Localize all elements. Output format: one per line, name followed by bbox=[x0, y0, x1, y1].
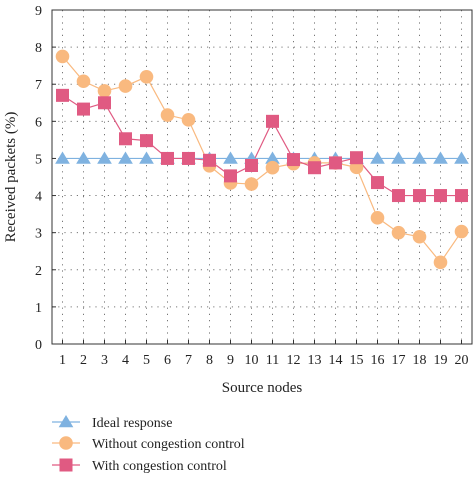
series-0-point-11 bbox=[265, 151, 280, 164]
series-2-point-6 bbox=[161, 151, 174, 165]
series-2-point-15 bbox=[350, 151, 363, 165]
series-1-point-3 bbox=[97, 84, 112, 98]
y-tick-label-0: 0 bbox=[35, 338, 42, 353]
x-tick-label-20: 20 bbox=[455, 353, 469, 368]
series-2-point-17 bbox=[392, 189, 405, 203]
series-0-point-16 bbox=[370, 151, 385, 164]
x-tick-label-6: 6 bbox=[164, 353, 171, 368]
series-1-point-10 bbox=[244, 177, 259, 191]
legend-marker-0 bbox=[58, 415, 74, 428]
y-tick-labels: 0 1 2 3 4 5 6 7 8 9 bbox=[35, 4, 56, 353]
legend-marker-2 bbox=[59, 458, 73, 472]
x-tick-labels: 1 2 3 4 5 6 7 8 9 10 11 12 13 14 15 16 17 18 19 20 bbox=[59, 340, 469, 368]
series-1-point-20 bbox=[454, 224, 469, 239]
series-2-point-13 bbox=[308, 161, 321, 175]
series-line-2 bbox=[62, 94, 462, 197]
x-tick-label-19: 19 bbox=[434, 353, 448, 368]
legend-label-2: With congestion control bbox=[92, 459, 227, 474]
series-2-point-1 bbox=[56, 88, 69, 102]
series-2-point-16 bbox=[371, 176, 384, 190]
series-1-point-6 bbox=[160, 108, 175, 122]
series-2-point-12 bbox=[287, 153, 300, 167]
x-tick-label-12: 12 bbox=[287, 353, 301, 368]
grid-lines bbox=[52, 10, 472, 344]
x-tick-label-11: 11 bbox=[266, 353, 279, 368]
series-1-point-18 bbox=[412, 229, 427, 244]
series-0-point-4 bbox=[118, 151, 133, 164]
x-tick-label-16: 16 bbox=[371, 353, 385, 368]
series-2-point-20 bbox=[455, 189, 468, 203]
x-tick-label-9: 9 bbox=[227, 353, 234, 368]
series-0-point-5 bbox=[139, 151, 154, 164]
series-2-point-2 bbox=[77, 102, 90, 116]
legend-marker-1 bbox=[59, 436, 73, 450]
series-2-point-11 bbox=[266, 114, 279, 128]
y-tick-label-8: 8 bbox=[35, 41, 42, 56]
legend: Ideal response Without congestion control… bbox=[52, 415, 245, 474]
series-markers bbox=[55, 49, 469, 270]
series-1-point-17 bbox=[391, 225, 406, 240]
series-1-point-16 bbox=[370, 211, 385, 225]
plot-frame bbox=[51, 9, 473, 345]
y-tick-label-2: 2 bbox=[35, 264, 42, 279]
y-axis-label: Received packets (%) bbox=[3, 112, 19, 243]
y-tick-label-4: 4 bbox=[35, 190, 42, 205]
x-tick-label-8: 8 bbox=[206, 353, 213, 368]
y-tick-label-1: 1 bbox=[35, 301, 42, 316]
x-tick-label-1: 1 bbox=[59, 353, 66, 368]
series-2-point-3 bbox=[98, 96, 111, 110]
legend-label-1: Without congestion control bbox=[92, 437, 245, 452]
series-2-point-8 bbox=[203, 153, 216, 167]
series-1-point-4 bbox=[118, 79, 133, 93]
series-2-point-10 bbox=[245, 158, 258, 172]
x-tick-label-10: 10 bbox=[245, 353, 259, 368]
y-tick-label-5: 5 bbox=[35, 152, 42, 167]
x-tick-label-3: 3 bbox=[101, 353, 108, 368]
x-axis-label: Source nodes bbox=[222, 380, 303, 396]
x-tick-label-4: 4 bbox=[122, 353, 129, 368]
series-0-point-9 bbox=[223, 151, 238, 164]
series-0-point-17 bbox=[391, 151, 406, 164]
legend-label-0: Ideal response bbox=[92, 416, 172, 431]
series-1-point-19 bbox=[433, 255, 448, 270]
x-tick-label-15: 15 bbox=[350, 353, 364, 368]
series-0-point-18 bbox=[412, 151, 427, 164]
x-tick-label-17: 17 bbox=[392, 353, 406, 368]
series-1-point-7 bbox=[181, 113, 196, 127]
series-0-point-3 bbox=[97, 151, 112, 164]
series-2-point-14 bbox=[329, 156, 342, 170]
series-1-point-2 bbox=[76, 74, 91, 89]
series-2-point-4 bbox=[119, 132, 132, 146]
y-tick-label-9: 9 bbox=[35, 4, 42, 19]
x-tick-label-5: 5 bbox=[143, 353, 150, 368]
series-2-point-5 bbox=[140, 134, 153, 148]
series-1-point-11 bbox=[265, 160, 280, 175]
series-0-point-19 bbox=[433, 151, 448, 164]
series-0-point-20 bbox=[454, 151, 469, 164]
series-1-point-5 bbox=[139, 70, 154, 84]
x-tick-label-2: 2 bbox=[80, 353, 87, 368]
series-1-point-1 bbox=[55, 49, 70, 64]
series-0-point-2 bbox=[76, 151, 91, 164]
x-tick-label-7: 7 bbox=[185, 353, 192, 368]
series-2-point-7 bbox=[182, 151, 195, 165]
y-tick-label-7: 7 bbox=[35, 78, 42, 93]
series-2-point-18 bbox=[413, 189, 426, 203]
series-2-point-19 bbox=[434, 189, 447, 203]
series-0-point-1 bbox=[55, 151, 70, 164]
series-2-point-9 bbox=[224, 169, 237, 183]
y-tick-label-3: 3 bbox=[35, 227, 42, 242]
y-tick-label-6: 6 bbox=[35, 115, 42, 130]
x-tick-label-13: 13 bbox=[308, 353, 322, 368]
x-tick-label-18: 18 bbox=[413, 353, 427, 368]
x-tick-label-14: 14 bbox=[329, 353, 343, 368]
